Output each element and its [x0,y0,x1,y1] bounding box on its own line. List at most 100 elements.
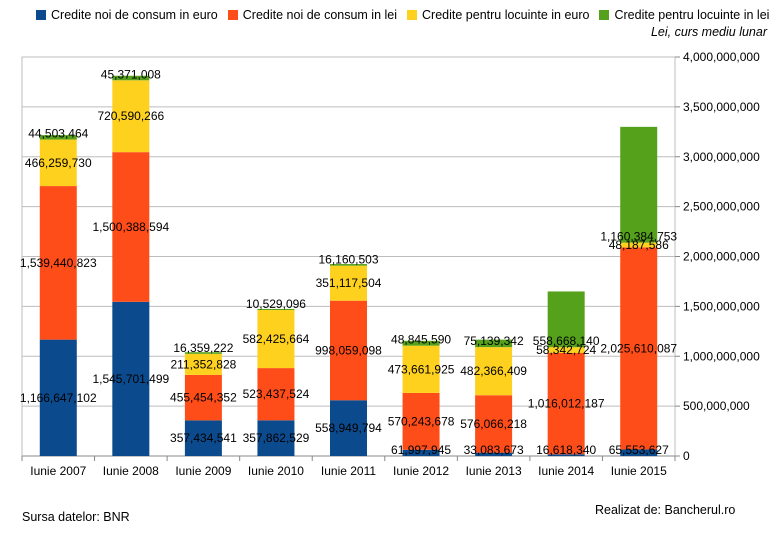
bar-segment [112,80,150,153]
bar-segment [39,339,77,456]
legend-item-locuinte-lei: Credite pentru locuinte in lei [599,8,769,22]
y-tick-label: 3,000,000,000 [683,150,760,164]
y-tick-label: 500,000,000 [683,399,750,413]
bar-segment [475,395,513,453]
bar-segment [184,374,222,421]
bar-segment [402,345,440,393]
y-tick-label: 4,000,000,000 [683,50,760,64]
data-label: 45,371,008 [101,67,161,81]
bar-segment [620,449,658,456]
y-tick-label: 1,500,000,000 [683,299,760,313]
bar-segment [112,75,150,81]
x-tick-label: Iunie 2011 [321,464,376,478]
x-tick-label: Iunie 2007 [30,464,86,478]
data-label: 1,500,388,594 [92,220,169,234]
data-label: 570,243,678 [388,414,455,428]
legend-swatch-consum-lei [227,10,238,20]
bar-segment [112,152,150,302]
bar-segment [547,454,585,456]
data-label: 211,352,828 [170,357,236,371]
x-tick-label: Iunie 2009 [175,464,231,478]
data-label: 44,503,464 [28,127,88,141]
bar-segment [547,352,585,455]
data-label: 1,545,701,499 [92,372,169,386]
author-credit: Realizat de: Bancherul.ro [595,503,736,517]
data-label: 473,661,925 [388,362,455,376]
bar-segment [184,352,222,354]
data-label: 720,590,266 [97,109,164,123]
data-label: 1,539,440,823 [20,256,97,270]
bar-segment [184,420,222,456]
bar-segment [402,392,440,450]
data-label: 1,166,647,102 [20,391,97,405]
data-label: 48,845,590 [391,333,451,347]
data-label: 582,425,664 [243,332,310,346]
data-label: 482,366,409 [460,364,527,378]
data-label: 58,342,724 [536,343,596,357]
data-label: 16,359,222 [173,341,233,355]
data-label: 558,949,794 [315,421,382,435]
data-label: 33,083,673 [464,443,524,457]
bar-segment [620,126,658,243]
data-label: 65,553,627 [609,443,669,457]
data-label: 61,997,945 [391,443,451,457]
legend-swatch-locuinte-lei [599,10,610,20]
bar-segment [330,264,367,266]
bar-segment [620,247,658,450]
y-tick-label: 2,000,000,000 [683,250,760,264]
chart-legend: Credite noi de consum in euro Credite no… [36,6,775,24]
y-tick-label: 2,500,000,000 [683,200,760,214]
bar-segment [39,139,77,187]
data-label: 357,434,541 [170,431,237,445]
data-label: 558,668,140 [533,334,600,348]
source-note: Sursa datelor: BNR [22,510,130,524]
legend-item-locuinte-euro: Credite pentru locuinte in euro [407,8,589,22]
legend-label-locuinte-euro: Credite pentru locuinte in euro [422,8,590,22]
bar-segment [257,308,295,310]
bar-segment [330,265,367,301]
data-label: 466,259,730 [25,156,92,170]
y-tick-label: 3,500,000,000 [683,100,760,114]
bar-segment [330,300,367,401]
data-label: 16,160,503 [318,253,378,267]
bar-segment [257,309,295,369]
x-tick-label: Iunie 2014 [538,464,594,478]
x-tick-label: Iunie 2013 [466,464,522,478]
bar-segment [257,368,295,421]
legend-item-consum-euro: Credite noi de consum in euro [36,8,218,22]
data-label: 357,862,529 [243,431,310,445]
x-tick-label: Iunie 2008 [103,464,159,478]
legend-swatch-consum-euro [36,10,46,20]
bar-segment [547,347,585,353]
bar-segment [402,340,440,346]
legend-item-consum-lei: Credite noi de consum in lei [227,8,398,22]
bar-segment [330,400,367,456]
data-label: 455,454,352 [170,391,237,405]
legend-label-consum-euro: Credite noi de consum in euro [51,8,218,22]
bar-segment [112,301,150,456]
bar-segment [475,339,513,348]
bar-segment [257,420,295,456]
legend-label-consum-lei: Credite noi de consum in lei [242,8,398,22]
data-label: 2,025,610,087 [600,341,677,355]
y-tick-label: 1,000,000,000 [683,349,760,363]
data-label: 48,187,586 [609,238,669,252]
data-label: 998,059,098 [315,343,382,357]
data-label: 576,066,218 [460,417,527,431]
x-tick-label: Iunie 2012 [393,464,449,478]
data-label: 10,529,096 [246,297,306,311]
x-tick-label: Iunie 2010 [248,464,304,478]
data-label: 75,139,342 [464,334,524,348]
bar-segment [475,347,513,396]
bar-segment [39,135,77,140]
legend-label-locuinte-lei: Credite pentru locuinte in lei [614,8,770,22]
data-label: 1,160,384,753 [600,230,677,244]
bar-segment [620,242,658,248]
bar-segment [184,353,222,375]
unit-label: Lei, curs mediu lunar [650,25,767,39]
x-tick-label: Iunie 2015 [611,464,667,478]
bar-segment [475,452,513,456]
y-tick-label: 0 [683,449,690,463]
bar-segment [547,291,585,348]
